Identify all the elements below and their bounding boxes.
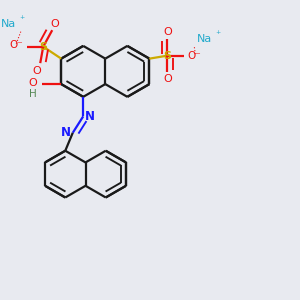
Text: O⁻: O⁻: [9, 40, 23, 50]
Text: ⁺: ⁺: [216, 30, 221, 40]
Text: O: O: [50, 19, 59, 28]
Text: N: N: [61, 126, 71, 139]
Text: S: S: [39, 42, 47, 52]
Text: O: O: [28, 78, 37, 88]
Text: Na: Na: [1, 19, 16, 29]
Text: S: S: [164, 51, 171, 61]
Text: O: O: [163, 74, 172, 84]
Text: O: O: [33, 66, 42, 76]
Text: O: O: [163, 27, 172, 37]
Text: ⁺: ⁺: [20, 15, 25, 25]
Text: H: H: [29, 89, 37, 99]
Text: Na: Na: [197, 34, 212, 44]
Text: O⁻: O⁻: [188, 51, 201, 61]
Text: N: N: [85, 110, 95, 123]
